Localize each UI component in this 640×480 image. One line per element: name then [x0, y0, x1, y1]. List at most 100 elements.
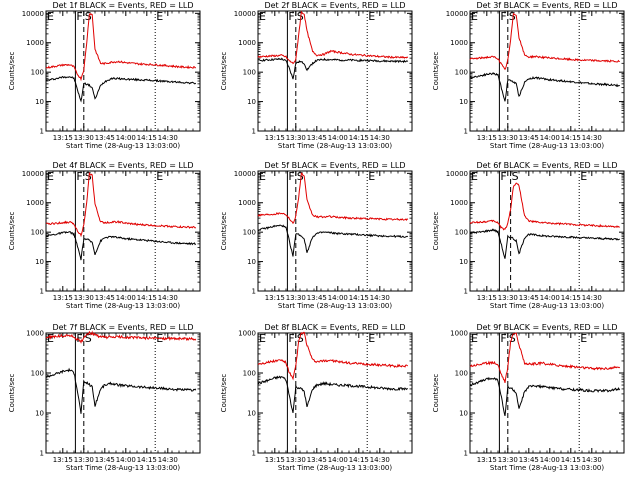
y-axis-label: Counts/sec — [8, 52, 16, 91]
y-tick-label: 1 — [40, 288, 44, 296]
x-tick-label: 13:15 — [53, 294, 73, 302]
x-tick-label: 14:15 — [349, 294, 369, 302]
y-tick-label: 10 — [247, 410, 256, 418]
x-tick-label: 14:00 — [540, 294, 560, 302]
panel-title: Det 4f BLACK = Events, RED = LLD — [52, 161, 193, 170]
x-tick-label: 13:45 — [519, 294, 539, 302]
y-tick-label: 10000 — [22, 10, 44, 18]
x-tick-label: 14:30 — [582, 456, 602, 464]
panel-title: Det 7f BLACK = Events, RED = LLD — [52, 323, 193, 332]
y-tick-label: 100 — [31, 69, 44, 77]
plot-frame — [257, 10, 413, 132]
flag-label: S — [85, 10, 92, 23]
y-tick-label: 1000 — [26, 39, 44, 47]
y-tick-label: 1 — [464, 450, 468, 458]
flag-label: F — [500, 170, 506, 183]
x-tick-label: 14:30 — [370, 134, 390, 142]
x-tick-label: 13:15 — [265, 456, 285, 464]
x-tick-label: 13:30 — [286, 456, 306, 464]
y-tick-label: 100 — [243, 229, 256, 237]
panel-title: Det 2f BLACK = Events, RED = LLD — [264, 1, 405, 10]
x-axis-label: Start Time (28-Aug-13 13:03:00) — [490, 464, 604, 472]
flag-label: E — [47, 10, 54, 23]
flag-label: S — [85, 170, 92, 183]
x-tick-label: 13:45 — [95, 134, 115, 142]
chart-panel-4: Det 4f BLACK = Events, RED = LLD 1 10 100 10… — [8, 161, 201, 310]
x-tick-label: 13:45 — [519, 134, 539, 142]
x-axis-label: Start Time (28-Aug-13 13:03:00) — [278, 464, 392, 472]
flag-label: S — [297, 170, 304, 183]
y-axis-label: Counts/sec — [8, 374, 16, 413]
x-tick-label: 13:45 — [307, 294, 327, 302]
x-tick-label: 13:45 — [95, 294, 115, 302]
chart-panel-8: Det 8f BLACK = Events, RED = LLD 1 10 100 10… — [220, 323, 413, 472]
x-tick-label: 13:30 — [74, 294, 94, 302]
y-tick-label: 1 — [252, 450, 256, 458]
flag-label: E — [471, 332, 478, 345]
y-tick-label: 10000 — [446, 170, 468, 178]
panel-title: Det 8f BLACK = Events, RED = LLD — [264, 323, 405, 332]
series-line-lld — [257, 172, 409, 225]
y-tick-label: 100 — [243, 370, 256, 378]
flag-label: S — [297, 332, 304, 345]
y-axis-label: Counts/sec — [432, 374, 440, 413]
y-axis-label: Counts/sec — [432, 212, 440, 251]
series-line-lld — [469, 182, 620, 231]
x-tick-label: 13:45 — [307, 134, 327, 142]
y-tick-label: 1 — [252, 288, 256, 296]
series-line-lld — [469, 332, 621, 384]
x-tick-label: 13:45 — [519, 456, 539, 464]
y-tick-label: 1 — [40, 128, 44, 136]
y-tick-label: 1000 — [26, 330, 44, 338]
flag-label: E — [580, 10, 587, 23]
series-line-events — [45, 75, 197, 103]
series-line-events — [257, 375, 408, 414]
y-axis-label: Counts/sec — [220, 52, 228, 91]
x-tick-label: 13:15 — [477, 134, 497, 142]
x-tick-label: 13:15 — [53, 134, 73, 142]
chart-panel-6: Det 6f BLACK = Events, RED = LLD 1 10 100 10… — [432, 161, 625, 310]
y-tick-label: 10 — [459, 98, 468, 106]
y-tick-label: 1 — [464, 288, 468, 296]
x-tick-label: 13:30 — [498, 456, 518, 464]
y-tick-label: 1000 — [450, 199, 468, 207]
y-axis-label: Counts/sec — [220, 374, 228, 413]
flag-label: E — [259, 10, 266, 23]
x-tick-label: 14:15 — [561, 456, 581, 464]
x-tick-label: 14:00 — [116, 456, 136, 464]
flag-label: S — [85, 332, 92, 345]
chart-panel-2: Det 2f BLACK = Events, RED = LLD 1 10 100 10… — [220, 1, 413, 150]
x-tick-label: 13:30 — [498, 134, 518, 142]
x-tick-label: 13:30 — [74, 134, 94, 142]
flag-label: E — [471, 10, 478, 23]
y-tick-label: 100 — [455, 69, 468, 77]
y-tick-label: 100 — [243, 69, 256, 77]
y-tick-label: 100 — [455, 370, 468, 378]
y-tick-label: 100 — [31, 229, 44, 237]
x-tick-label: 14:00 — [116, 134, 136, 142]
x-tick-label: 14:00 — [540, 134, 560, 142]
flag-label: E — [471, 170, 478, 183]
flag-label: F — [76, 170, 82, 183]
y-tick-label: 1 — [40, 450, 44, 458]
y-tick-label: 1000 — [450, 39, 468, 47]
flag-label: F — [500, 10, 506, 23]
series-line-lld — [45, 172, 197, 238]
series-line-lld — [257, 331, 409, 381]
x-tick-label: 13:15 — [265, 294, 285, 302]
flag-label: F — [288, 332, 294, 345]
x-tick-label: 14:00 — [328, 294, 348, 302]
series-line-events — [469, 71, 620, 102]
y-tick-label: 10 — [35, 258, 44, 266]
x-tick-label: 14:15 — [137, 294, 157, 302]
flag-label: S — [509, 10, 516, 23]
x-tick-label: 14:30 — [582, 134, 602, 142]
chart-panel-3: Det 3f BLACK = Events, RED = LLD 1 10 100 10… — [432, 1, 625, 150]
x-tick-label: 13:15 — [477, 456, 497, 464]
x-tick-label: 14:30 — [158, 456, 178, 464]
flag-label: E — [47, 170, 54, 183]
y-tick-label: 10000 — [234, 170, 256, 178]
x-axis-label: Start Time (28-Aug-13 13:03:00) — [66, 302, 180, 310]
flag-label: F — [76, 332, 82, 345]
